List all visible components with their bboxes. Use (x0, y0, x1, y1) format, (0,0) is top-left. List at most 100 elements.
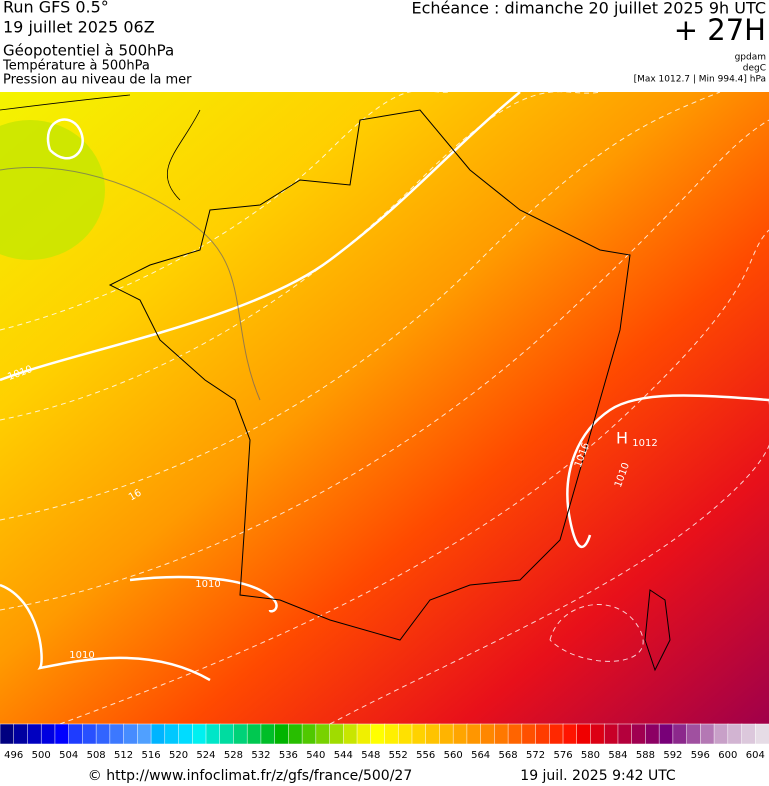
contour-label: 1012 (632, 438, 657, 449)
colorbar-swatch (40, 723, 56, 745)
colorbar-label: 560 (444, 750, 463, 761)
colorbar-swatch (590, 723, 605, 745)
colorbar-swatch (0, 723, 15, 745)
map (0, 90, 769, 725)
colorbar-swatch (603, 723, 619, 745)
colorbar-swatch (672, 723, 688, 745)
colorbar-label: 532 (251, 750, 270, 761)
colorbar-label: 568 (499, 750, 518, 761)
colorbar-swatch (411, 723, 427, 745)
colorbar-label: 500 (32, 750, 51, 761)
colorbar-label: 524 (196, 750, 215, 761)
colorbar-label: 540 (306, 750, 325, 761)
colorbar-swatch (452, 723, 468, 745)
colorbar-swatch (219, 723, 235, 745)
colorbar-swatch (645, 723, 660, 745)
colorbar-swatch (713, 723, 729, 745)
render-time: 19 juil. 2025 9:42 UTC (520, 768, 676, 784)
pressure-range: [Max 1012.7 | Min 994.4] hPa (634, 75, 766, 85)
corsica-outline (644, 589, 671, 672)
france-outline (108, 109, 631, 641)
colorbar-label: 588 (636, 750, 655, 761)
run: Run GFS 0.5° (3, 0, 109, 17)
colorbar-swatch (246, 723, 262, 745)
field3: Pression au niveau de la mer (3, 73, 192, 88)
colorbar-swatch (727, 723, 743, 745)
colorbar-swatch (521, 723, 537, 745)
colorbar-swatch (480, 723, 496, 745)
colorbar-label: 572 (526, 750, 545, 761)
lead-time: + 27H (674, 13, 766, 47)
colorbar-swatch (288, 723, 303, 745)
colorbar-swatch (494, 723, 509, 745)
colorbar-label: 552 (389, 750, 408, 761)
source: © http://www.infoclimat.fr/z/gfs/france/… (88, 768, 412, 784)
colorbar-swatch (123, 723, 139, 745)
colorbar-swatch (13, 723, 29, 745)
colorbar-swatch (137, 723, 152, 745)
colorbar-label: 528 (224, 750, 243, 761)
colorbar-swatch (576, 723, 592, 745)
field: Géopotentiel à 500hPa (3, 42, 174, 60)
colorbar-swatch (397, 723, 413, 745)
colorbar-swatch (260, 723, 276, 745)
colorbar-swatch (82, 723, 97, 745)
coastline-uk (0, 94, 201, 201)
colorbar-swatch (205, 723, 221, 745)
colorbar-label: 512 (114, 750, 133, 761)
colorbar-label: 596 (691, 750, 710, 761)
run-date: 19 juillet 2025 06Z (3, 18, 155, 37)
colorbar-swatch (68, 723, 84, 745)
colorbar-label: 556 (416, 750, 435, 761)
colorbar-label: 564 (471, 750, 490, 761)
colorbar-label: 604 (746, 750, 765, 761)
map-background (0, 92, 769, 724)
colorbar-swatch (741, 723, 757, 745)
colorbar-swatch (301, 723, 317, 745)
colorbar-swatch (549, 723, 564, 745)
contour-label: 1010 (195, 579, 220, 590)
contour-label: H (616, 429, 628, 448)
colorbar-label: 548 (361, 750, 380, 761)
colorbar-label: 592 (663, 750, 682, 761)
colorbar-swatch (356, 723, 372, 745)
colorbar-swatch (27, 723, 42, 745)
colorbar-swatch (617, 723, 633, 745)
colorbar-label: 516 (142, 750, 161, 761)
colorbar-swatch (384, 723, 399, 745)
colorbar-swatch (109, 723, 125, 745)
pressure-contours (0, 91, 769, 682)
colorbar: 496 500 504 508 512 516 520 524 528 532 536 540 544 5… (0, 723, 769, 761)
field2: Température à 500hPa (2, 59, 150, 74)
colorbar-swatch (507, 723, 523, 745)
colorbar-label: 496 (4, 750, 23, 761)
colorbar-label: 520 (169, 750, 188, 761)
colorbar-label: 584 (608, 750, 627, 761)
colorbar-label: 600 (718, 750, 737, 761)
contour-label: 1010 (69, 650, 94, 661)
temperature-contours (0, 90, 769, 725)
colorbar-swatch (535, 723, 551, 745)
colorbar-swatch (178, 723, 193, 745)
unit-gpdam: gpdam (735, 53, 766, 63)
isotherm (0, 167, 261, 401)
colorbar-swatch (164, 723, 180, 745)
colorbar-swatch (425, 723, 441, 745)
colorbar-label: 508 (87, 750, 106, 761)
colorbar-label: 576 (553, 750, 572, 761)
colorbar-swatch (370, 723, 386, 745)
colorbar-label: 544 (334, 750, 353, 761)
colorbar-swatch (192, 723, 207, 745)
colorbar-swatch (150, 723, 166, 745)
colorbar-label: 580 (581, 750, 600, 761)
colorbar-swatch (755, 723, 769, 745)
colorbar-swatch (439, 723, 454, 745)
colorbar-swatch (54, 723, 70, 745)
colorbar-swatch (315, 723, 331, 745)
colorbar-swatch (631, 723, 647, 745)
colorbar-swatch (95, 723, 111, 745)
colorbar-swatch (562, 723, 578, 745)
colorbar-swatch (329, 723, 345, 745)
unit-degc: degC (743, 64, 766, 74)
